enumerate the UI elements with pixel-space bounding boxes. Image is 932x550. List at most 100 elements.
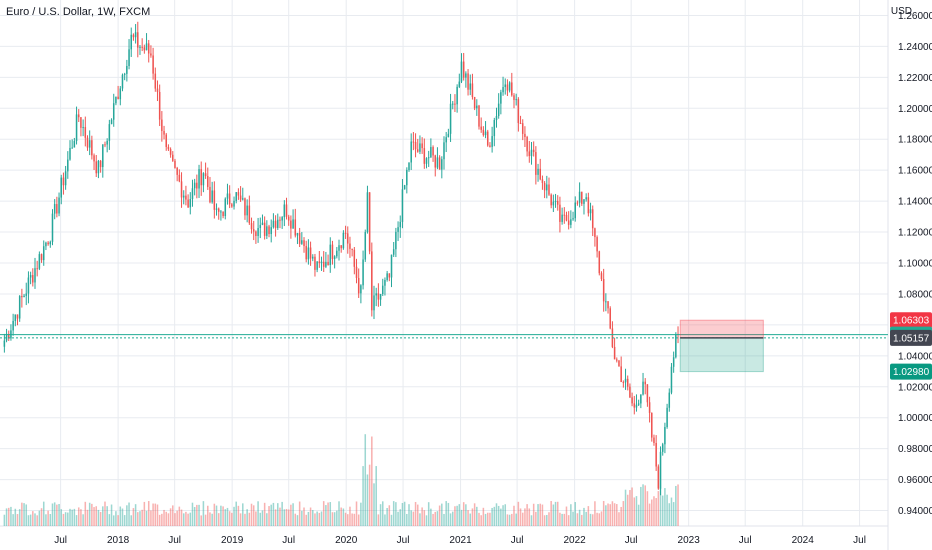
volume-bar	[217, 513, 220, 526]
volume-bar	[644, 485, 646, 526]
volume-bar	[388, 505, 391, 526]
x-tick-label: 2019	[221, 535, 244, 546]
volume-bar	[375, 466, 377, 526]
volume-bar	[340, 507, 342, 526]
candle-body	[366, 192, 369, 233]
volume-bar	[27, 515, 30, 526]
volume-bar	[524, 508, 526, 526]
volume-bar	[465, 504, 467, 526]
candle-body	[471, 83, 474, 97]
candle-body	[108, 124, 111, 141]
candle-body	[228, 193, 231, 205]
volume-bar	[139, 511, 141, 526]
volume-bar	[58, 504, 60, 526]
volume-bar	[552, 504, 555, 526]
candle-body	[3, 340, 6, 347]
volume-bar	[541, 504, 544, 526]
volume-bar	[672, 502, 675, 526]
candle-body	[427, 157, 430, 159]
candle-body	[355, 266, 358, 278]
candle-body	[489, 145, 491, 147]
volume-bar	[51, 503, 54, 526]
volume-bar	[77, 507, 80, 526]
candle-body	[441, 159, 443, 170]
volume-bar	[119, 506, 122, 526]
x-tick-label: Jul	[54, 535, 67, 546]
volume-bar	[187, 513, 189, 526]
volume-bar	[412, 511, 415, 526]
volume-bar	[112, 515, 115, 526]
volume-bar	[56, 504, 58, 526]
volume-bar	[191, 502, 194, 526]
candle-body	[620, 366, 622, 383]
candle-body	[231, 204, 233, 207]
volume-bar	[342, 508, 345, 526]
volume-bar	[176, 510, 178, 526]
volume-bar	[123, 515, 126, 526]
candle-body	[23, 295, 25, 298]
volume-bar	[242, 503, 244, 526]
volume-bar	[502, 505, 504, 526]
candle-body	[73, 141, 76, 148]
currency-label: USD	[890, 6, 912, 17]
candle-body	[18, 296, 21, 319]
candle-body	[285, 204, 288, 217]
volume-bar	[609, 504, 611, 526]
candle-body	[403, 185, 406, 190]
candle-body	[53, 204, 56, 214]
volume-bar	[486, 512, 489, 526]
volume-bar	[677, 484, 679, 526]
candle-body	[58, 197, 60, 214]
candle-body	[139, 46, 141, 48]
candle-body	[664, 427, 666, 445]
candle-body	[373, 295, 375, 311]
candle-body	[198, 169, 200, 189]
volume-bar	[484, 513, 487, 526]
volume-bar	[364, 434, 367, 526]
volume-bar	[25, 504, 28, 526]
volume-bar	[480, 515, 482, 526]
candle-body	[130, 34, 132, 50]
candle-body	[325, 261, 327, 267]
volume-bar	[528, 508, 531, 526]
candle-body	[633, 403, 636, 408]
volume-bar	[622, 501, 625, 526]
candle-body	[434, 155, 437, 168]
volume-bar	[47, 510, 49, 526]
volume-bar	[616, 504, 618, 526]
volume-bar	[88, 502, 91, 526]
volume-bar	[163, 509, 165, 526]
volume-bar	[322, 501, 325, 526]
y-tick-label: 1.22000	[898, 73, 932, 84]
volume-bar	[403, 501, 406, 526]
candle-body	[38, 254, 41, 269]
volume-bar	[605, 505, 607, 526]
candle-body	[5, 333, 8, 341]
candle-body	[377, 293, 380, 300]
volume-bar	[349, 506, 351, 526]
y-tick-label: 0.94000	[898, 506, 932, 517]
candle-body	[29, 275, 32, 278]
candle-body	[642, 381, 644, 395]
candle-body	[554, 201, 557, 203]
price-tag-bg	[890, 329, 932, 346]
candle-body	[535, 152, 537, 175]
candle-body	[495, 116, 498, 121]
candle-body	[655, 442, 657, 467]
volume-bar	[134, 504, 137, 526]
volume-bar	[336, 510, 338, 526]
candle-body	[430, 147, 432, 158]
volume-bar	[447, 502, 450, 526]
y-tick-label: 1.18000	[898, 135, 932, 146]
volume-bar	[495, 503, 498, 526]
volume-bar	[410, 510, 412, 526]
volume-bar	[292, 503, 294, 526]
volume-bar	[331, 512, 334, 526]
volume-bar	[327, 502, 329, 526]
candle-body	[14, 314, 17, 321]
volume-bar	[578, 509, 581, 526]
candle-body	[497, 103, 500, 117]
x-tick-label: Jul	[397, 535, 410, 546]
candle-body	[563, 214, 566, 216]
